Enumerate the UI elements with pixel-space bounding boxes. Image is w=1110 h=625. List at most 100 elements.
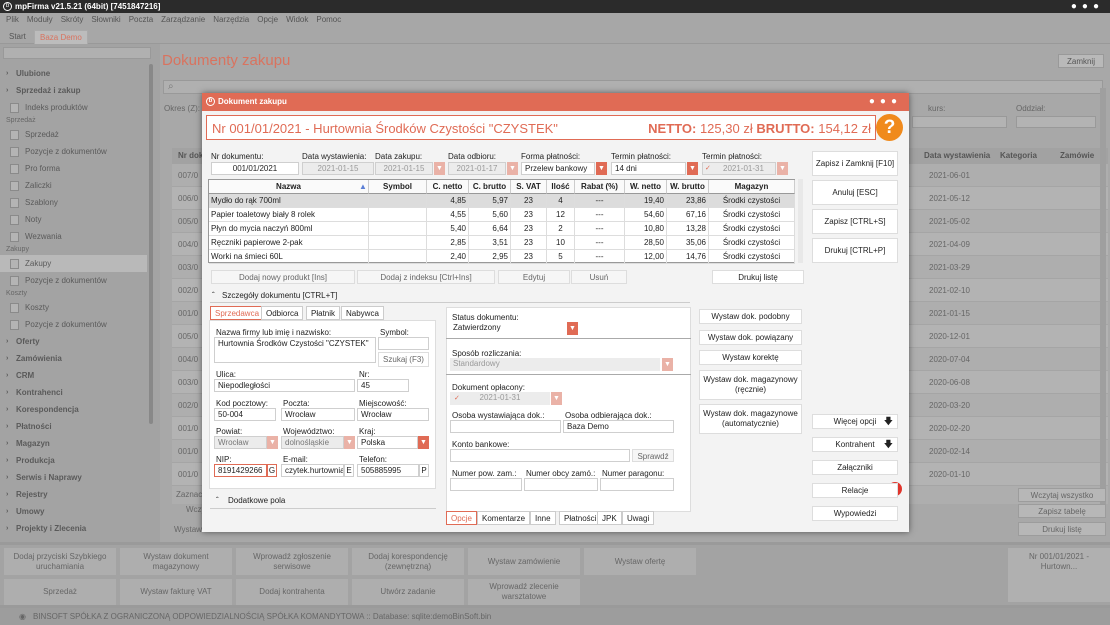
powiat-dropdown-icon[interactable]: ▼ — [267, 436, 278, 449]
party-tab-1[interactable]: Odbiorca — [261, 306, 304, 320]
items-col-9[interactable]: Magazyn — [709, 180, 795, 194]
items-col-8[interactable]: W. brutto — [667, 180, 709, 194]
sidebar-item-22[interactable]: › Płatności — [0, 418, 147, 435]
email-input[interactable]: czytek.hurtownia@ — [281, 464, 344, 477]
quick-tile-2[interactable]: Wprowadź zgłoszenie serwisowe — [236, 548, 348, 575]
party-tab-2[interactable]: Płatnik — [306, 306, 341, 320]
sidebar-item-9[interactable]: Noty — [0, 211, 147, 228]
sidebar-item-15[interactable]: Koszty — [0, 299, 147, 316]
sidebar-item-26[interactable]: › Rejestry — [0, 486, 147, 503]
col-data[interactable]: Data wystawienia — [924, 151, 991, 160]
menu-item-1[interactable]: Moduły — [26, 15, 53, 24]
symbol-input[interactable] — [378, 337, 429, 350]
wojewodztwo-select[interactable]: dolnośląskie — [281, 436, 344, 449]
items-col-5[interactable]: Ilość — [547, 180, 575, 194]
sidebar-scrollbar[interactable] — [149, 64, 153, 424]
nip-input[interactable]: 8191429266 — [214, 464, 267, 477]
dodatkowe-pola-toggle[interactable]: Dodatkowe pola — [228, 496, 286, 505]
table-scrollbar[interactable] — [1100, 88, 1106, 506]
sposob-dropdown-icon[interactable]: ▼ — [662, 358, 673, 371]
kraj-dropdown-icon[interactable]: ▼ — [418, 436, 429, 449]
wystaw-label[interactable]: Wystaw — [174, 525, 202, 534]
menu-item-4[interactable]: Poczta — [128, 15, 154, 24]
sidebar-item-17[interactable]: › Oferty — [0, 333, 147, 350]
nr-obcy-input[interactable] — [524, 478, 598, 491]
items-table-row[interactable]: Płyn do mycia naczyń 800ml 5,40 6,64 23 2 ---… — [209, 222, 795, 236]
sidebar-item-28[interactable]: › Projekty i Zlecenia — [0, 520, 147, 537]
sidebar-item-6[interactable]: Pro forma — [0, 160, 147, 177]
items-table-row[interactable]: Worki na śmieci 60L 2,40 2,95 23 5 --- 12,00 14… — [209, 250, 795, 264]
quick-tile-1[interactable]: Wystaw dokument magazynowy — [120, 548, 232, 575]
drukuj-liste-bg-button[interactable]: Drukuj listę — [1018, 522, 1106, 536]
add-from-index-button[interactable]: Dodaj z indeksu [Ctrl+Ins] — [357, 270, 495, 284]
help-icon[interactable]: ? — [876, 114, 903, 141]
menu-item-7[interactable]: Opcje — [257, 15, 279, 24]
termin-check-icon[interactable]: ✓ — [705, 165, 711, 172]
nr-pow-input[interactable] — [450, 478, 522, 491]
items-table-row[interactable]: Papier toaletowy biały 8 rolek 4,55 5,60 23… — [209, 208, 795, 222]
quick-tile-5[interactable]: Wystaw ofertę — [584, 548, 696, 575]
kurs-select[interactable] — [912, 116, 1007, 128]
items-col-6[interactable]: Rabat (%) — [575, 180, 625, 194]
powiat-select[interactable]: Wrocław — [214, 436, 267, 449]
sort-asc-icon[interactable]: ▲ — [359, 182, 367, 191]
mid-button-1[interactable]: Wystaw dok. powiązany — [699, 330, 802, 345]
osoba-odbierajaca-input[interactable]: Baza Demo — [563, 420, 674, 433]
bottom-tab-2[interactable]: Inne — [530, 511, 556, 525]
right-button-2[interactable]: Zapisz [CTRL+S] — [812, 209, 898, 234]
document-search-input[interactable]: ⌕ — [163, 80, 1103, 94]
oplacony-check-icon[interactable]: ✓ — [454, 395, 460, 402]
edit-row-button[interactable]: Edytuj — [498, 270, 570, 284]
sidebar-item-12[interactable]: Zakupy — [0, 255, 147, 272]
window-menu-dots-icon[interactable]: ●●● — [1070, 1, 1104, 12]
termin-data-dropdown-icon[interactable]: ▼ — [777, 162, 788, 175]
items-table-scrollbar[interactable] — [798, 179, 803, 263]
menu-item-3[interactable]: Słowniki — [91, 15, 121, 24]
right-lower-button-4[interactable]: Wypowiedzi — [812, 506, 898, 521]
sidebar-item-13[interactable]: Pozycje z dokumentów — [0, 272, 147, 289]
sidebar-item-27[interactable]: › Umowy — [0, 503, 147, 520]
sidebar-item-16[interactable]: Pozycje z dokumentów — [0, 316, 147, 333]
mid-button-3[interactable]: Wystaw dok. magazynowy (ręcznie) — [699, 370, 802, 400]
bottom-tab-4[interactable]: JPK — [597, 511, 622, 525]
print-list-button[interactable]: Drukuj listę — [712, 270, 804, 284]
col-zamowienie[interactable]: Zamówie — [1060, 151, 1095, 160]
kraj-select[interactable]: Polska — [357, 436, 418, 449]
sidebar-item-5[interactable]: Pozycje z dokumentów — [0, 143, 147, 160]
menu-item-9[interactable]: Pomoc — [316, 15, 342, 24]
termin-platnosci-dropdown-icon[interactable]: ▼ — [687, 162, 698, 175]
menu-item-6[interactable]: Narzędzia — [213, 15, 250, 24]
miejscowosc-input[interactable]: Wrocław — [357, 408, 429, 421]
wczytaj-wszystko-button[interactable]: Wczytaj wszystko — [1018, 488, 1106, 502]
items-table-row[interactable]: Ręczniki papierowe 2-pak 2,85 3,51 23 10 --- 2… — [209, 236, 795, 250]
right-lower-button-2[interactable]: Załączniki — [812, 460, 898, 475]
sidebar-item-24[interactable]: › Produkcja — [0, 452, 147, 469]
items-col-0[interactable]: Nazwa — [209, 180, 369, 194]
menu-item-5[interactable]: Zarządzanie — [161, 15, 206, 24]
quick-tile-7[interactable]: Wystaw fakturę VAT — [120, 579, 232, 605]
menu-item-2[interactable]: Skróty — [60, 15, 84, 24]
nr-paragonu-input[interactable] — [600, 478, 674, 491]
zapisz-tabele-button[interactable]: Zapisz tabelę — [1018, 504, 1106, 518]
right-button-3[interactable]: Drukuj [CTRL+P] — [812, 238, 898, 263]
sidebar-item-4[interactable]: Sprzedaż — [0, 126, 147, 143]
bottom-tab-3[interactable]: Płatności — [559, 511, 602, 525]
quick-tile-8[interactable]: Dodaj kontrahenta — [236, 579, 348, 605]
nr-domu-input[interactable]: 45 — [357, 379, 409, 392]
sposob-select[interactable]: Standardowy — [450, 358, 660, 371]
menu-item-0[interactable]: Plik — [6, 15, 19, 24]
telefon-button[interactable]: P — [419, 464, 429, 477]
party-tab-0[interactable]: Sprzedawca — [210, 306, 265, 320]
right-lower-button-1[interactable]: Kontrahent 🡇 — [812, 437, 898, 452]
col-nr[interactable]: Nr doku — [178, 151, 209, 160]
data-zakupu-dropdown-icon[interactable]: ▼ — [434, 162, 445, 175]
data-odbioru-dropdown-icon[interactable]: ▼ — [507, 162, 518, 175]
dodatkowe-chevron-icon[interactable]: ˆ — [216, 496, 219, 505]
data-zakupu-input[interactable]: 2021-01-15 — [375, 162, 433, 175]
sidebar-item-21[interactable]: › Korespondencja — [0, 401, 147, 418]
mid-button-4[interactable]: Wystaw dok. magazynowe (automatycznie) — [699, 404, 802, 434]
sidebar-item-0[interactable]: › Ulubione — [0, 65, 147, 82]
items-col-2[interactable]: C. netto — [427, 180, 469, 194]
sidebar-item-18[interactable]: › Zamówienia — [0, 350, 147, 367]
wojewodztwo-dropdown-icon[interactable]: ▼ — [344, 436, 355, 449]
